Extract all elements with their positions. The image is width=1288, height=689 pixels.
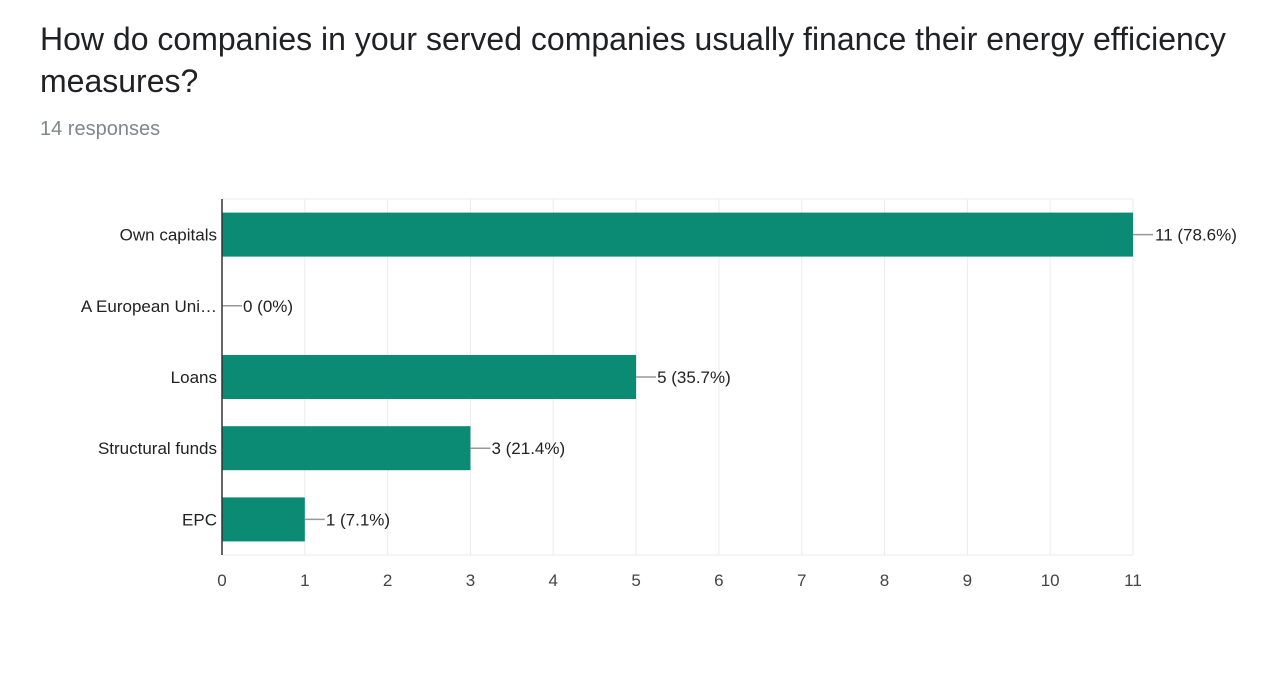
x-tick-label: 9	[963, 571, 972, 590]
bar	[222, 426, 471, 471]
bar	[222, 212, 1133, 257]
data-label: 1 (7.1%)	[326, 510, 390, 529]
x-tick-label: 0	[217, 571, 226, 590]
x-tick-label: 1	[300, 571, 309, 590]
x-tick-label: 5	[631, 571, 640, 590]
category-label: Loans	[171, 368, 217, 387]
data-label: 0 (0%)	[243, 297, 293, 316]
x-tick-label: 2	[383, 571, 392, 590]
x-tick-label: 6	[714, 571, 723, 590]
data-label: 5 (35.7%)	[657, 368, 731, 387]
category-label: EPC	[182, 510, 217, 529]
data-label: 11 (78.6%)	[1155, 226, 1237, 245]
x-tick-label: 8	[880, 571, 889, 590]
category-label: A European Uni…	[81, 297, 217, 316]
x-tick-label: 7	[797, 571, 806, 590]
data-label: 3 (21.4%)	[491, 439, 565, 458]
chart-title: How do companies in your served companie…	[40, 21, 1226, 99]
bar	[222, 355, 637, 399]
x-tick-label: 4	[549, 571, 558, 590]
category-label: Own capitals	[120, 226, 217, 245]
x-tick-label: 11	[1124, 571, 1142, 590]
bar	[222, 497, 305, 542]
category-label: Structural funds	[98, 439, 217, 458]
x-tick-label: 3	[466, 571, 475, 590]
response-count: 14 responses	[40, 118, 161, 140]
x-tick-label: 10	[1041, 571, 1060, 590]
